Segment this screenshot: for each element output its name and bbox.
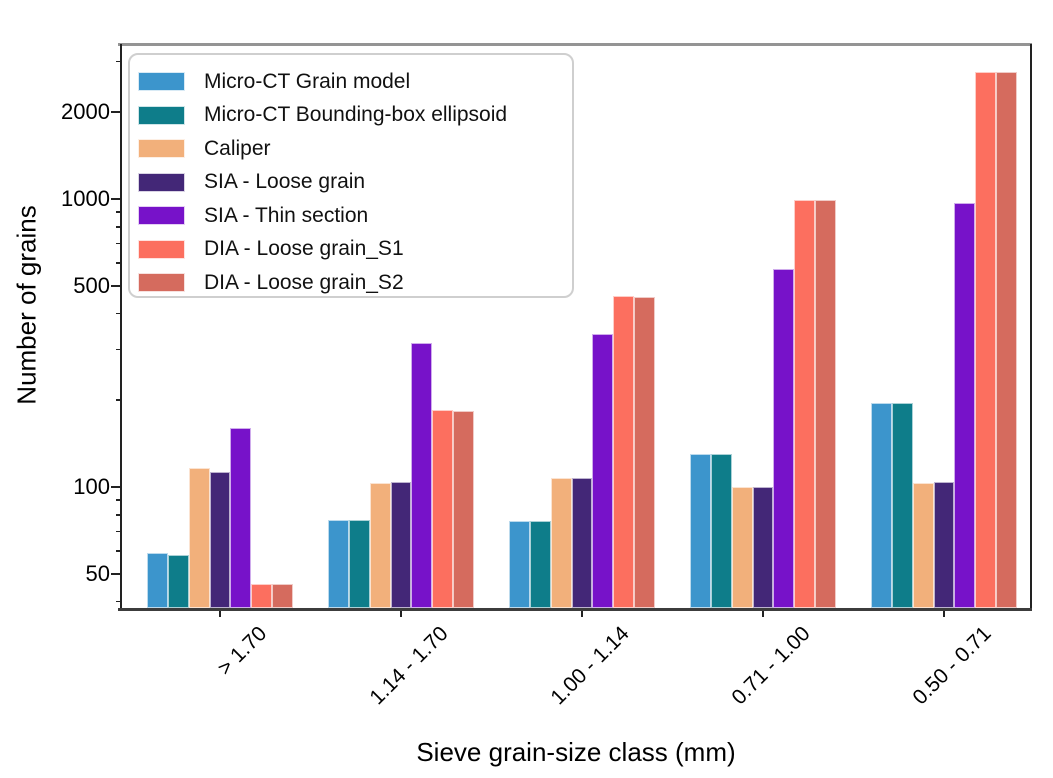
legend-item: Caliper [130,132,572,166]
bar-series7-group4 [815,200,837,608]
y-axis-major-tick [111,572,121,575]
bar-series3-group4 [731,486,753,608]
y-tick-label: 2000 [61,99,110,125]
legend-label: Micro-CT Bounding-box ellipsoid [204,103,508,127]
legend-swatch [138,206,185,226]
plot-top-spine [118,43,1032,46]
legend-swatch [138,105,185,125]
bar-series4-group1 [209,471,231,608]
bar-series6-group5 [975,72,997,608]
legend-swatch [138,239,185,259]
bar-series2-group1 [167,555,189,608]
bar-series6-group3 [613,296,635,608]
bar-series5-group4 [773,269,795,608]
y-axis-label: Number of grains [11,205,42,405]
bar-series6-group4 [794,200,816,608]
bar-series7-group5 [996,72,1018,608]
bar-series2-group3 [529,521,551,608]
y-tick-label: 50 [85,560,110,586]
legend-items: Micro-CT Grain model Micro-CT Bounding-bo… [130,55,572,300]
y-axis-minor-tick [116,242,121,245]
bar-series4-group4 [752,486,774,608]
x-axis-label: Sieve grain-size class (mm) [416,737,736,767]
bar-series1-group3 [508,521,530,608]
bar-series2-group5 [891,402,913,608]
x-tick-label: 0.50 - 0.71 [908,622,996,710]
y-axis-minor-tick [116,262,121,264]
bar-series1-group2 [327,519,349,608]
y-axis-minor-tick [116,312,121,315]
bar-series7-group3 [634,296,656,608]
legend-item: DIA - Loose grain_S2 [130,266,572,300]
legend-label: SIA - Loose grain [204,170,366,194]
bar-series3-group1 [188,468,210,608]
bar-series6-group2 [432,410,454,608]
legend-label: DIA - Loose grain_S2 [204,270,404,294]
legend-swatch [138,172,185,192]
legend-item: Micro-CT Grain model [130,65,572,99]
y-axis-minor-tick [116,226,121,228]
legend-swatch [138,139,185,159]
x-tick-label: 0.71 - 1.00 [727,622,815,710]
x-tick-label: > 1.70 [213,622,272,680]
y-axis-minor-tick [116,550,121,552]
legend-label: Micro-CT Grain model [204,69,411,93]
x-axis-tick [943,611,945,617]
y-axis-minor-tick [116,514,121,516]
y-axis-major-tick [111,284,121,287]
bar-series7-group1 [272,584,294,608]
y-axis-minor-tick [116,499,121,501]
bar-series5-group3 [592,333,614,608]
legend: Micro-CT Grain model Micro-CT Bounding-bo… [128,53,574,298]
plot-right-spine [1030,44,1032,608]
legend-item: SIA - Thin section [130,199,572,233]
y-tick-label: 1000 [61,185,110,211]
y-tick-label: 100 [73,473,110,499]
bar-series5-group5 [954,202,976,608]
y-axis-minor-tick [116,399,121,402]
y-axis-major-tick [111,111,121,114]
bar-series1-group1 [146,552,168,608]
legend-swatch [138,273,185,293]
x-axis-tick [219,611,221,617]
legend-label: SIA - Thin section [204,203,369,227]
bar-series4-group3 [571,478,593,608]
bar-series1-group4 [689,454,711,608]
bar-series2-group4 [710,454,732,608]
y-axis-minor-tick [116,530,121,533]
y-axis-major-tick [111,197,121,200]
x-axis-line [118,608,1032,611]
x-tick-label: 1.14 - 1.70 [365,622,453,710]
y-axis-line [120,44,122,608]
bar-series1-group5 [870,402,892,608]
bar-series5-group2 [411,343,433,608]
x-axis-tick [581,611,583,617]
legend-label: DIA - Loose grain_S1 [204,237,404,261]
legend-item: Micro-CT Bounding-box ellipsoid [130,99,572,133]
legend-label: Caliper [204,136,271,160]
y-axis-major-tick [111,485,121,488]
legend-item: SIA - Loose grain [130,166,572,200]
y-tick-label: 500 [73,272,110,298]
x-tick-label: 1.00 - 1.14 [546,622,634,710]
bar-series5-group1 [230,428,252,608]
y-axis-minor-tick [116,600,121,603]
bar-series4-group2 [390,482,412,608]
x-axis-tick [762,611,764,617]
bar-series7-group2 [453,410,475,608]
x-axis-tick [400,611,402,617]
bar-series3-group2 [369,483,391,608]
y-axis-minor-tick [116,60,121,63]
bar-series4-group5 [933,482,955,608]
bar-series2-group2 [348,519,370,608]
bar-series3-group5 [912,483,934,608]
y-axis-minor-tick [116,211,121,213]
bar-series6-group1 [251,584,273,608]
y-axis-minor-tick [116,348,121,351]
bar-series3-group3 [550,478,572,608]
legend-swatch [138,72,185,92]
legend-item: DIA - Loose grain_S1 [130,233,572,267]
